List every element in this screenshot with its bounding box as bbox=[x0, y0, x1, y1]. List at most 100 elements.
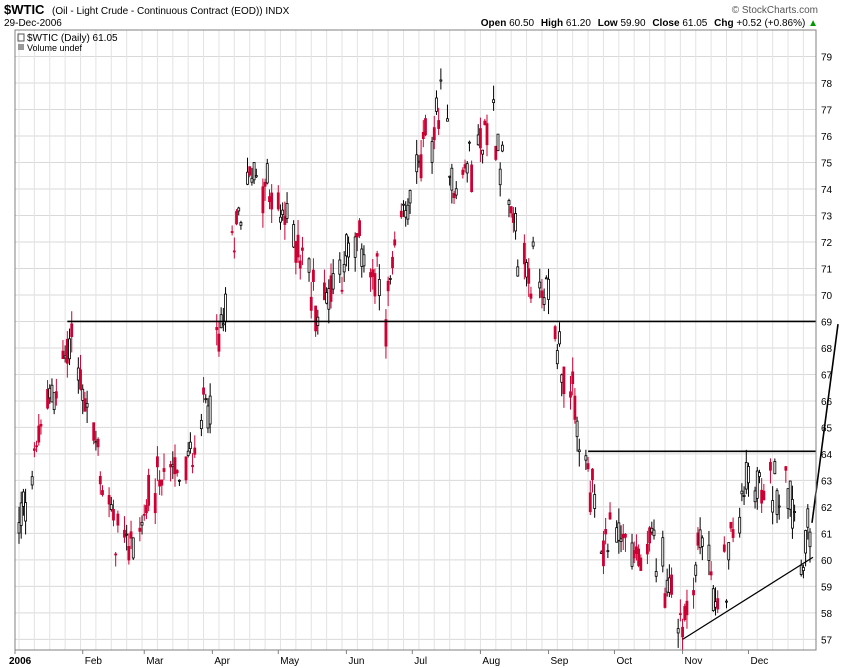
candle-body bbox=[507, 200, 511, 205]
candle-body bbox=[50, 384, 54, 403]
candle-body bbox=[156, 456, 159, 468]
y-tick-label: 69 bbox=[821, 317, 833, 328]
y-tick-label: 68 bbox=[821, 344, 833, 355]
support-trendline bbox=[682, 556, 814, 640]
candle-body bbox=[584, 455, 588, 461]
candle-body bbox=[678, 613, 682, 616]
candle-body bbox=[775, 490, 779, 515]
candle-body bbox=[479, 128, 482, 149]
candle-body bbox=[494, 145, 498, 160]
y-tick-label: 75 bbox=[821, 158, 833, 169]
candle-body bbox=[661, 537, 665, 567]
candle-body bbox=[254, 175, 258, 178]
x-tick-label: Mar bbox=[146, 656, 164, 667]
candle-body bbox=[125, 533, 129, 536]
candle-body bbox=[175, 470, 179, 474]
candle-body bbox=[301, 247, 304, 251]
candle-body bbox=[639, 557, 643, 571]
candle-body bbox=[804, 530, 808, 554]
candlesticks bbox=[17, 68, 812, 651]
candle-body bbox=[98, 475, 102, 485]
candle-body bbox=[171, 464, 175, 468]
candle-body bbox=[391, 256, 394, 269]
candle-body bbox=[406, 204, 410, 220]
candle-body bbox=[760, 489, 764, 504]
candle-body bbox=[694, 564, 698, 576]
candle-body bbox=[468, 141, 471, 144]
candle-body bbox=[531, 241, 535, 247]
candle-body bbox=[753, 490, 757, 503]
candle-body bbox=[652, 529, 656, 537]
candle-body bbox=[540, 290, 544, 298]
candle-body bbox=[560, 374, 564, 383]
candle-body bbox=[711, 588, 715, 611]
candle-body bbox=[402, 203, 405, 206]
candle-body bbox=[329, 275, 333, 302]
candle-body bbox=[667, 577, 671, 593]
candle-body bbox=[184, 456, 188, 481]
candle-body bbox=[788, 480, 792, 510]
candle-body bbox=[648, 527, 652, 544]
candle-body bbox=[740, 490, 744, 495]
candle-body bbox=[806, 508, 810, 528]
x-tick-label: Oct bbox=[616, 656, 632, 667]
candle-body bbox=[562, 366, 566, 395]
candle-body bbox=[439, 79, 443, 82]
x-tick-label: Feb bbox=[85, 656, 103, 667]
candle-body bbox=[683, 606, 687, 621]
candle-body bbox=[138, 527, 142, 532]
candle-body bbox=[54, 391, 58, 399]
legend-series-swatch bbox=[17, 33, 25, 42]
y-tick-label: 71 bbox=[821, 264, 833, 275]
candle-body bbox=[465, 163, 469, 174]
candle-body bbox=[415, 154, 419, 173]
candle-body bbox=[215, 327, 219, 331]
candle-body bbox=[173, 457, 177, 475]
y-tick-label: 61 bbox=[821, 529, 833, 540]
candle-body bbox=[637, 548, 641, 566]
candle-body bbox=[76, 367, 80, 381]
x-tick-label: Sep bbox=[551, 656, 569, 667]
candle-body bbox=[630, 542, 634, 567]
candle-body bbox=[325, 292, 329, 304]
candle-body bbox=[112, 508, 115, 521]
x-tick-label: Nov bbox=[685, 656, 703, 667]
y-tick-label: 77 bbox=[821, 105, 833, 116]
candle-body bbox=[298, 260, 302, 269]
x-tick-label: Aug bbox=[482, 656, 500, 667]
y-tick-label: 58 bbox=[821, 609, 833, 620]
candle-body bbox=[153, 493, 157, 514]
candle-body bbox=[281, 209, 285, 216]
y-tick-label: 76 bbox=[821, 132, 833, 143]
y-tick-label: 70 bbox=[821, 291, 833, 302]
candle-body bbox=[360, 248, 364, 267]
candle-body bbox=[224, 293, 227, 323]
candle-body bbox=[81, 388, 85, 401]
x-tick-label: Jun bbox=[348, 656, 364, 667]
candle-body bbox=[632, 550, 636, 559]
candle-body bbox=[292, 224, 296, 248]
candle-body bbox=[448, 175, 452, 178]
candle-body bbox=[83, 398, 87, 412]
symbol-title: $WTIC bbox=[4, 2, 45, 17]
candle-body bbox=[615, 527, 619, 543]
candle-body bbox=[437, 120, 441, 129]
candle-body bbox=[777, 505, 781, 508]
candle-body bbox=[514, 213, 517, 232]
candle-body bbox=[470, 164, 474, 193]
candle-body bbox=[296, 234, 300, 258]
candle-body bbox=[107, 495, 111, 505]
candle-body bbox=[522, 242, 526, 265]
plot-frame bbox=[14, 29, 817, 651]
y-tick-label: 62 bbox=[821, 503, 833, 514]
candle-body bbox=[52, 392, 56, 411]
candle-body bbox=[729, 521, 733, 529]
y-tick-label: 59 bbox=[821, 582, 833, 593]
candle-body bbox=[358, 220, 361, 236]
candle-body bbox=[571, 371, 575, 385]
candle-body bbox=[186, 450, 190, 456]
candle-body bbox=[283, 215, 287, 225]
candle-body bbox=[276, 192, 280, 210]
candle-body bbox=[650, 527, 654, 533]
candle-body bbox=[309, 296, 313, 311]
